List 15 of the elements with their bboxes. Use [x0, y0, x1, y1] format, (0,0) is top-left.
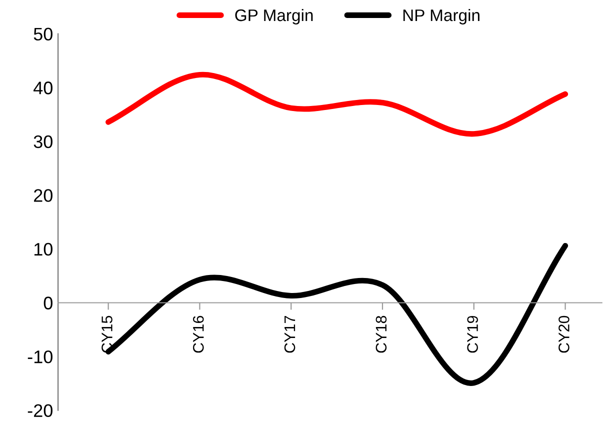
x-tick-label: CY17 [284, 316, 296, 353]
y-tick-label: -10 [28, 350, 52, 364]
x-tick-label: CY16 [192, 316, 204, 353]
y-tick-label: 10 [34, 242, 52, 256]
y-tick-label: 20 [34, 189, 52, 202]
y-tick-label: 40 [34, 82, 52, 94]
x-tick-label: CY20 [558, 316, 570, 353]
legend-label: NP Margin [403, 8, 480, 24]
y-tick-label: -20 [28, 404, 52, 418]
legend-label: GP Margin [235, 8, 313, 24]
y-tick-label: 0 [44, 296, 52, 310]
x-tick-label: CY19 [467, 316, 478, 353]
x-tick-label: CY18 [376, 316, 387, 353]
y-tick-label: 50 [34, 28, 52, 41]
y-tick-label: 30 [34, 135, 52, 148]
